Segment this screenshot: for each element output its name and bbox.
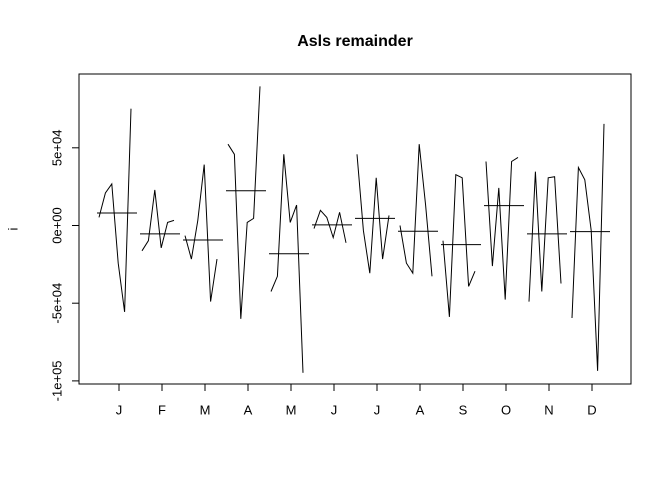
x-tick-label: J <box>331 402 338 417</box>
x-tick-label: M <box>286 402 297 417</box>
x-tick-label: O <box>501 402 511 417</box>
y-tick-label: -1e+05 <box>49 360 64 401</box>
y-tick-label: 0e+00 <box>49 207 64 244</box>
x-tick-label: F <box>158 402 166 417</box>
subseries-line <box>98 108 132 312</box>
subseries-line <box>442 173 476 317</box>
x-tick-label: J <box>374 402 381 417</box>
subseries-line <box>528 171 562 302</box>
x-tick-label: M <box>200 402 211 417</box>
y-axis-label: i <box>5 227 20 230</box>
x-tick-label: D <box>587 402 596 417</box>
subseries-line <box>399 144 433 277</box>
subseries-line <box>184 164 218 302</box>
subseries-line <box>356 154 390 274</box>
subseries-line <box>141 189 175 252</box>
subseries-line <box>571 123 605 371</box>
subseries-line <box>227 86 261 319</box>
x-tick-label: A <box>244 402 253 417</box>
x-tick-label: N <box>544 402 553 417</box>
x-tick-label: S <box>459 402 468 417</box>
x-tick-label: A <box>416 402 425 417</box>
subseries-line <box>313 209 347 243</box>
y-tick-label: -5e+04 <box>49 283 64 324</box>
subseries-line <box>485 156 519 300</box>
x-tick-label: J <box>116 402 123 417</box>
y-tick-label: 5e+04 <box>49 130 64 167</box>
subseries-line <box>270 154 304 373</box>
chart-title: Asls remainder <box>297 33 413 50</box>
plot-box <box>78 73 632 385</box>
